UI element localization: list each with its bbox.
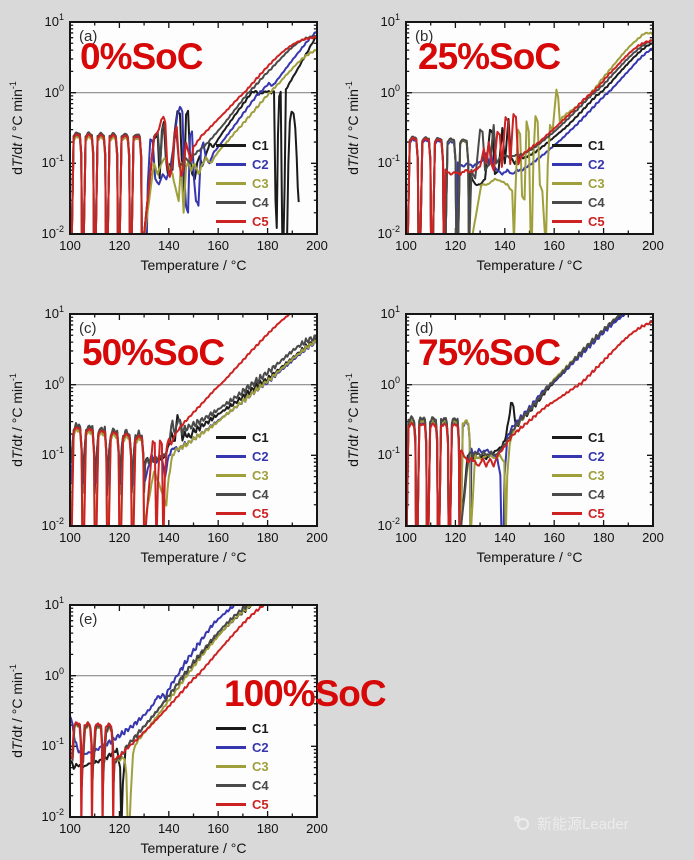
watermark: 新能源Leader [514, 813, 629, 834]
watermark-logo-icon [514, 816, 531, 831]
watermark-text: 新能源Leader [537, 816, 629, 833]
